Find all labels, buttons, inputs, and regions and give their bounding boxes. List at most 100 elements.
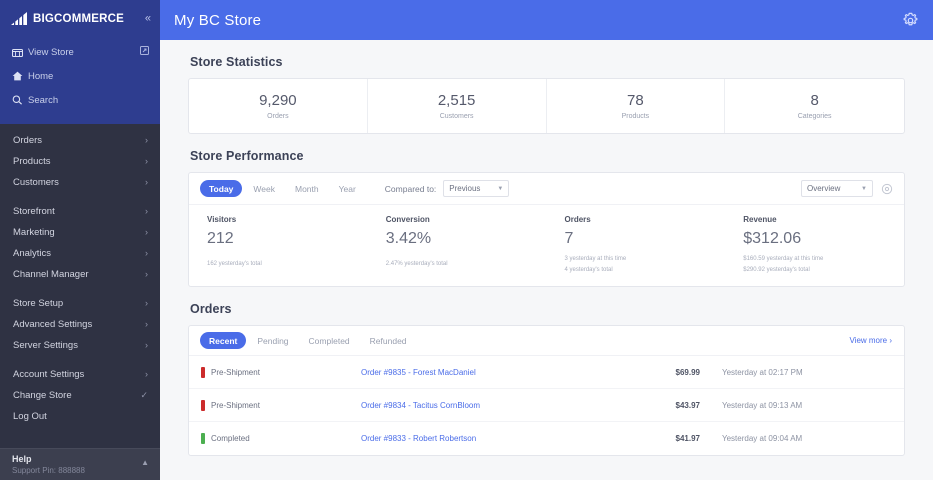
sidebar-item-view-store[interactable]: View Store (0, 42, 160, 62)
sidebar-nav: Orders › Products › Customers › Storefro… (0, 124, 160, 448)
stat-value: 78 (627, 92, 644, 109)
page-content: Store Statistics 9,290 Orders 2,515 Cust… (160, 40, 933, 480)
sidebar-item-label: Store Setup (13, 297, 64, 309)
order-date: Yesterday at 09:13 AM (722, 400, 803, 410)
sidebar-item-log-out[interactable]: Log Out (0, 406, 160, 426)
support-pin: Support Pin: 888888 (12, 466, 85, 475)
metric-orders: Orders 7 3 yesterday at this time 4 yest… (547, 215, 726, 274)
sidebar-item-server-settings[interactable]: Server Settings › (0, 335, 160, 355)
tab-completed[interactable]: Completed (308, 335, 350, 346)
sidebar-item-account-settings[interactable]: Account Settings › (0, 364, 160, 384)
store-statistics-title: Store Statistics (190, 55, 283, 69)
compared-to-label: Compared to: (384, 183, 437, 194)
metric-conversion: Conversion 3.42% 2.47% yesterday's total (368, 215, 547, 274)
metric-label: Revenue (743, 215, 777, 224)
sidebar-item-customers[interactable]: Customers › (0, 172, 160, 192)
order-amount: $43.97 (675, 400, 700, 410)
tab-recent[interactable]: Recent (200, 332, 247, 349)
table-row[interactable]: Pre-Shipment Order #9835 - Forest MacDan… (189, 356, 904, 389)
range-month[interactable]: Month (294, 183, 319, 194)
chevron-right-icon: › (145, 156, 148, 166)
performance-metrics: Visitors 212 162 yesterday's total Conve… (189, 205, 904, 286)
brand[interactable]: BIGCOMMERCE « (0, 0, 160, 38)
sidebar-item-label: Server Settings (13, 339, 78, 351)
sidebar-item-storefront[interactable]: Storefront › (0, 201, 160, 221)
tab-pending[interactable]: Pending (257, 335, 289, 346)
gear-icon[interactable] (902, 12, 919, 29)
range-today[interactable]: Today (200, 180, 243, 197)
sidebar-item-orders[interactable]: Orders › (0, 130, 160, 150)
chevron-down-icon: ▼ (497, 185, 504, 192)
sidebar-item-change-store[interactable]: Change Store ✓ (0, 385, 160, 405)
view-select[interactable]: Overview ▼ (801, 180, 873, 197)
sidebar-item-channel-manager[interactable]: Channel Manager › (0, 264, 160, 284)
order-amount: $41.97 (675, 434, 700, 443)
order-status-label: Pre-Shipment (211, 400, 260, 410)
table-row[interactable]: Pre-Shipment Order #9834 - Tacitus CornB… (189, 389, 904, 422)
chevron-down-icon: ▼ (861, 185, 867, 192)
sidebar-item-label: Products (13, 155, 51, 167)
stat-customers: 2,515 Customers (368, 79, 547, 133)
performance-toolbar: Today Week Month Year Compared to: Previ… (189, 173, 904, 205)
status-badge (201, 399, 205, 411)
stat-value: 8 (810, 92, 819, 109)
table-row[interactable]: Completed Order #9833 - Robert Robertson… (189, 422, 904, 455)
sidebar-item-label: Storefront (13, 205, 55, 217)
range-year[interactable]: Year (338, 183, 356, 194)
performance-toolbar-right: Overview ▼ (801, 180, 893, 197)
sidebar-item-label: Orders (13, 134, 43, 146)
order-link[interactable]: Order #9835 - Forest MacDaniel (361, 367, 476, 377)
compared-to-select[interactable]: Previous ▼ (443, 180, 510, 197)
sidebar-item-home[interactable]: Home (0, 66, 160, 86)
sidebar-item-label: Analytics (13, 247, 52, 259)
sidebar: BIGCOMMERCE « View Store (0, 0, 160, 480)
sidebar-item-store-setup[interactable]: Store Setup › (0, 293, 160, 313)
metric-label: Orders (564, 215, 591, 224)
stat-value: 2,515 (437, 92, 476, 109)
metric-sub: 4 yesterday's total (564, 266, 613, 273)
check-icon: ✓ (140, 389, 148, 400)
sidebar-item-label: Log Out (13, 410, 47, 422)
main-area: My BC Store Store Statistics 9,290 Order… (160, 0, 933, 480)
chevron-right-icon: › (145, 369, 148, 379)
store-performance-title: Store Performance (190, 149, 304, 163)
sidebar-item-advanced-settings[interactable]: Advanced Settings › (0, 314, 160, 334)
brand-name: BIGCOMMERCE (33, 13, 125, 25)
chevron-double-left-icon[interactable]: « (144, 12, 151, 25)
tab-refunded[interactable]: Refunded (369, 335, 407, 346)
external-link-icon[interactable] (140, 46, 149, 58)
metric-revenue: Revenue $312.06 $160.59 yesterday at thi… (725, 215, 904, 274)
sidebar-item-label: Channel Manager (13, 268, 89, 280)
metric-sub: 2.47% yesterday's total (385, 261, 448, 267)
sidebar-item-marketing[interactable]: Marketing › (0, 222, 160, 242)
metric-subs: 2.47% yesterday's total (386, 260, 547, 269)
order-status: Completed (201, 433, 361, 444)
view-more-link[interactable]: View more › (849, 336, 892, 345)
gear-icon[interactable] (881, 183, 893, 195)
stat-products: 78 Products (547, 79, 726, 133)
sidebar-item-label: Customers (13, 176, 59, 188)
metric-value: $312.06 (743, 230, 802, 247)
metric-visitors: Visitors 212 162 yesterday's total (189, 215, 368, 274)
order-amount: $69.99 (675, 367, 700, 377)
sidebar-item-label: Marketing (13, 226, 55, 238)
bigcommerce-chart-logo-icon (10, 12, 32, 26)
stat-label: Products (621, 113, 650, 120)
sidebar-item-label: Search (28, 94, 59, 106)
order-link[interactable]: Order #9833 - Robert Robertson (361, 434, 477, 443)
chevron-up-icon[interactable]: ▲ (141, 458, 149, 467)
stat-value: 9,290 (259, 92, 297, 109)
sidebar-quick-links: View Store Home Search (0, 38, 160, 124)
help-title: Help (12, 454, 32, 464)
search-icon (12, 95, 26, 105)
sidebar-item-analytics[interactable]: Analytics › (0, 243, 160, 263)
order-link[interactable]: Order #9834 - Tacitus CornBloom (361, 400, 481, 410)
chevron-right-icon: › (145, 319, 148, 329)
sidebar-help-panel[interactable]: Help Support Pin: 888888 ▲ (0, 448, 160, 480)
chevron-right-icon: › (145, 248, 148, 258)
range-week[interactable]: Week (253, 183, 275, 194)
sidebar-item-products[interactable]: Products › (0, 151, 160, 171)
sidebar-item-search[interactable]: Search (0, 90, 160, 110)
metric-sub: 3 yesterday at this time (564, 256, 627, 262)
